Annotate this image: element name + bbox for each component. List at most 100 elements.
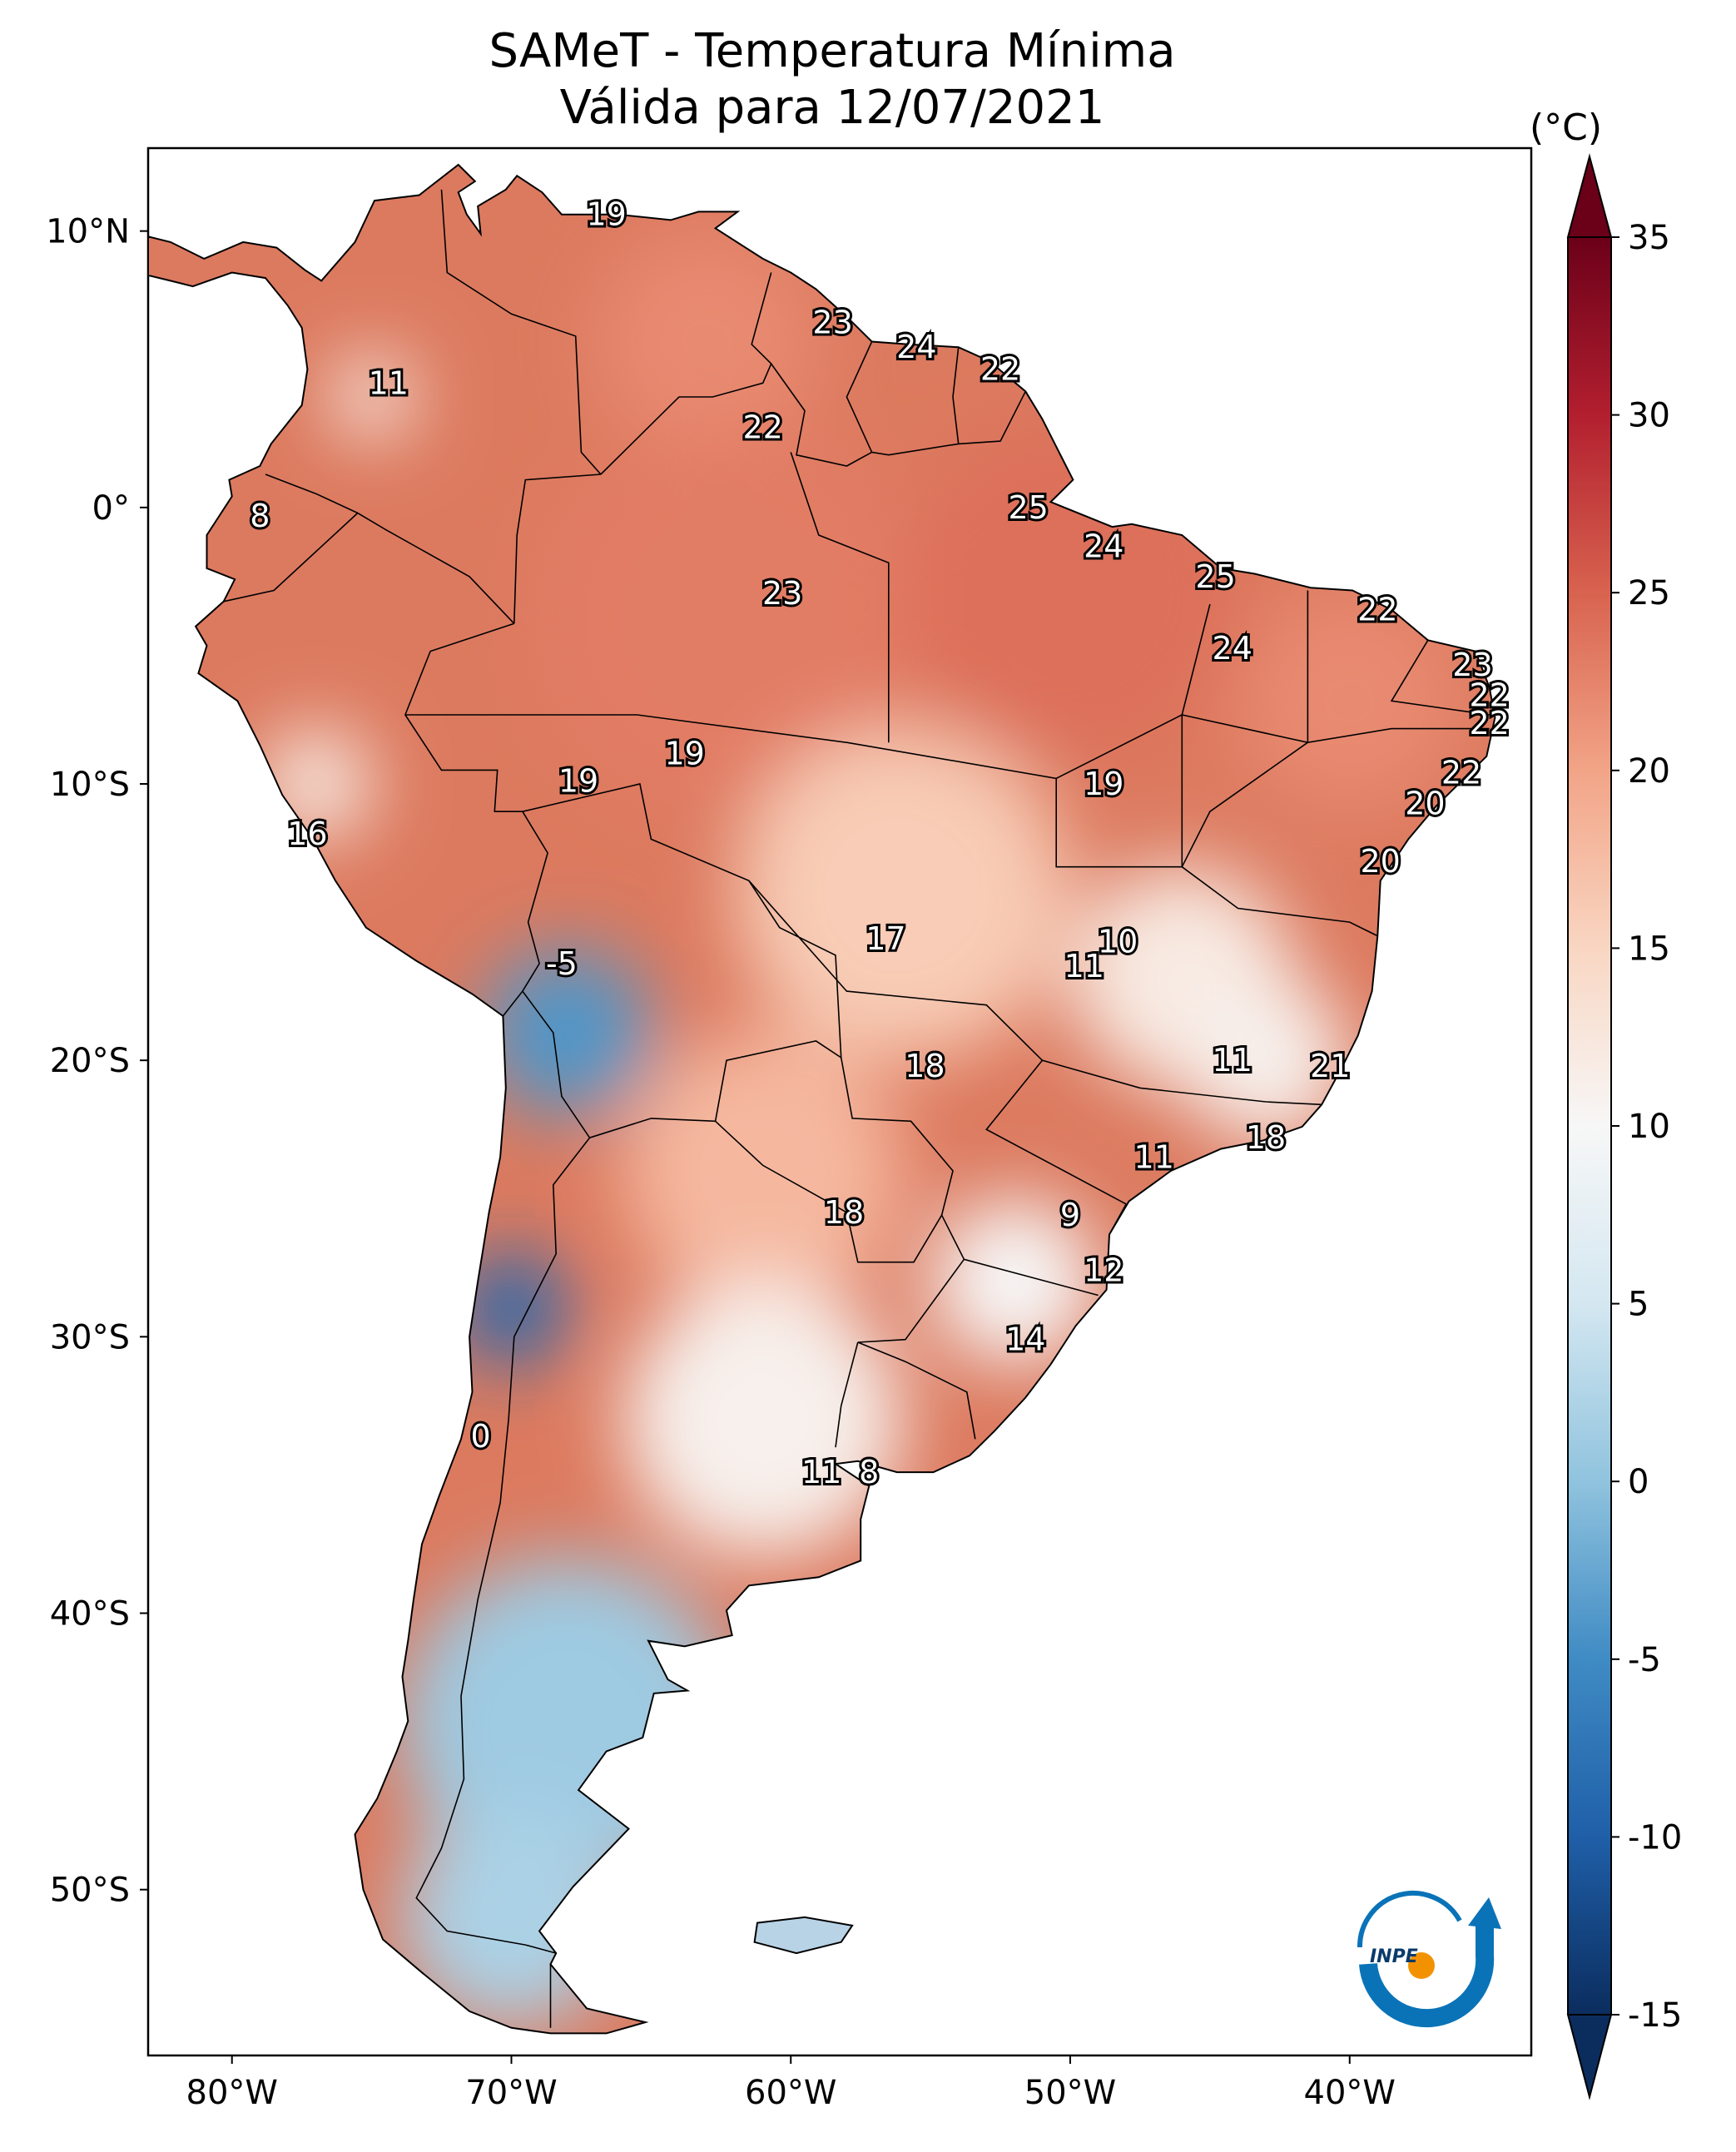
region-minas — [1182, 977, 1350, 1143]
lon-tick-label: 50°W — [1024, 2074, 1116, 2112]
temperature-label: 18 — [824, 1194, 864, 1231]
border-line — [1109, 1203, 1127, 1235]
temperature-label: 11 — [369, 364, 409, 401]
temperature-label: 22 — [742, 409, 782, 445]
temperature-label: 8 — [859, 1454, 879, 1490]
border-line — [857, 1341, 976, 1440]
temperature-label: 11 — [801, 1454, 841, 1490]
region-south-brazil — [930, 1198, 1099, 1365]
logo-sun-icon — [1408, 1952, 1435, 1979]
colorbar-tick-label: 5 — [1628, 1286, 1649, 1324]
temperature-label: 24 — [896, 329, 936, 365]
colorbar-tick-label: 15 — [1628, 930, 1670, 968]
temperature-label: 19 — [1084, 766, 1123, 802]
border-line — [1182, 714, 1490, 744]
lon-tick-label: 40°W — [1304, 2074, 1396, 2112]
axis-ticks: 10°N 0° 10°S 20°S 30°S 40°S 50°S 80°W 70°W 60°W 50… — [46, 213, 1396, 2112]
colorbar-tick-label: -10 — [1628, 1818, 1682, 1857]
region-chaco — [622, 1032, 903, 1310]
colorbar-max-arrow — [1566, 153, 1613, 238]
map-subtitle: Válida para 12/07/2021 — [559, 81, 1105, 135]
border-line — [502, 811, 548, 1017]
temperature-label: 17 — [866, 920, 905, 957]
temperature-label: 23 — [812, 304, 852, 340]
temperature-regions — [260, 231, 1462, 2028]
region-northeast — [1238, 590, 1462, 812]
border-line — [1055, 715, 1183, 868]
colorbar-tick-label: 30 — [1628, 397, 1670, 435]
temperature-label: 11 — [1064, 948, 1104, 984]
colorbar-tick-label: 10 — [1628, 1108, 1670, 1146]
temperature-label: 0 — [470, 1418, 490, 1455]
colorbar-tick-label: 20 — [1628, 752, 1670, 791]
continent-outline — [147, 163, 1496, 2035]
lat-tick-label: 50°S — [50, 1872, 130, 1910]
border-line — [790, 452, 890, 743]
region-central-west — [735, 728, 1070, 1061]
border-line — [715, 1120, 943, 1263]
temperature-label: 21 — [1310, 1048, 1350, 1084]
temperature-label: 25 — [1008, 489, 1048, 526]
temperature-label: 12 — [1084, 1252, 1123, 1289]
border-line — [404, 622, 523, 813]
border-line — [404, 603, 1211, 780]
lat-tick-label: 0° — [92, 489, 130, 528]
lon-tick-label: 70°W — [465, 2074, 557, 2112]
temperature-label: 16 — [287, 816, 327, 852]
temperature-label: 8 — [250, 498, 270, 534]
lat-tick-label: 30°S — [50, 1318, 130, 1356]
logo-arrow-icon — [1468, 1897, 1501, 1929]
colorbar-tick-label: -5 — [1628, 1641, 1661, 1679]
region-colombia-andes — [330, 355, 414, 439]
temperature-label: -5 — [546, 945, 578, 982]
border-line — [600, 272, 772, 475]
region-pampas — [622, 1281, 903, 1559]
temperature-label: 11 — [1134, 1138, 1174, 1175]
temperature-label: 18 — [1246, 1119, 1286, 1156]
border-line — [513, 474, 601, 624]
colorbar-tick-label: 25 — [1628, 574, 1670, 612]
region-altiplano — [483, 950, 652, 1116]
temperature-label: 19 — [558, 763, 598, 800]
colorbar-ticks: 35 30 25 20 15 10 5 0 -5 -10 -15 — [1611, 219, 1682, 2035]
temperature-label: 19 — [586, 196, 626, 233]
border-line — [522, 990, 591, 1138]
temperature-label: 23 — [762, 575, 802, 612]
logo-text: INPE — [1370, 1946, 1418, 1967]
border-line — [835, 1341, 859, 1448]
temperature-label: 18 — [905, 1048, 945, 1084]
map-title: SAMeT - Temperatura Mínima — [489, 24, 1176, 78]
border-line — [985, 1059, 1127, 1205]
falkland-islands — [753, 1916, 854, 1955]
temperature-label: 9 — [1060, 1197, 1080, 1233]
border-line — [1181, 590, 1309, 868]
logo-arc-icon — [1357, 1891, 1462, 1948]
colorbar-tick-label: -15 — [1628, 1996, 1682, 2035]
border-line — [223, 512, 359, 602]
temperature-label: 25 — [1195, 558, 1235, 595]
temperature-label: 24 — [1213, 630, 1252, 667]
border-line — [265, 474, 515, 624]
border-line — [964, 1258, 1099, 1297]
border-line — [714, 1040, 842, 1122]
temperature-label: 24 — [1084, 528, 1123, 564]
temperature-label: 22 — [1441, 755, 1481, 791]
border-line — [415, 1137, 591, 1954]
temperature-label: 22 — [980, 351, 1020, 388]
lon-tick-label: 80°W — [186, 2074, 278, 2112]
border-line — [840, 1057, 954, 1216]
region-caribbean-north — [595, 231, 819, 453]
colorbar-tick-label: 35 — [1628, 219, 1670, 257]
region-andes-south — [455, 1253, 568, 1365]
country-borders — [223, 189, 1490, 2028]
lat-tick-label: 10°N — [46, 213, 130, 251]
border-line — [846, 341, 873, 453]
border-line — [857, 1214, 965, 1343]
border-line — [1390, 639, 1490, 716]
temperature-label: 22 — [1357, 592, 1397, 628]
border-line — [589, 1118, 716, 1138]
lat-tick-label: 20°S — [50, 1042, 130, 1080]
temperature-label: 19 — [664, 735, 704, 771]
